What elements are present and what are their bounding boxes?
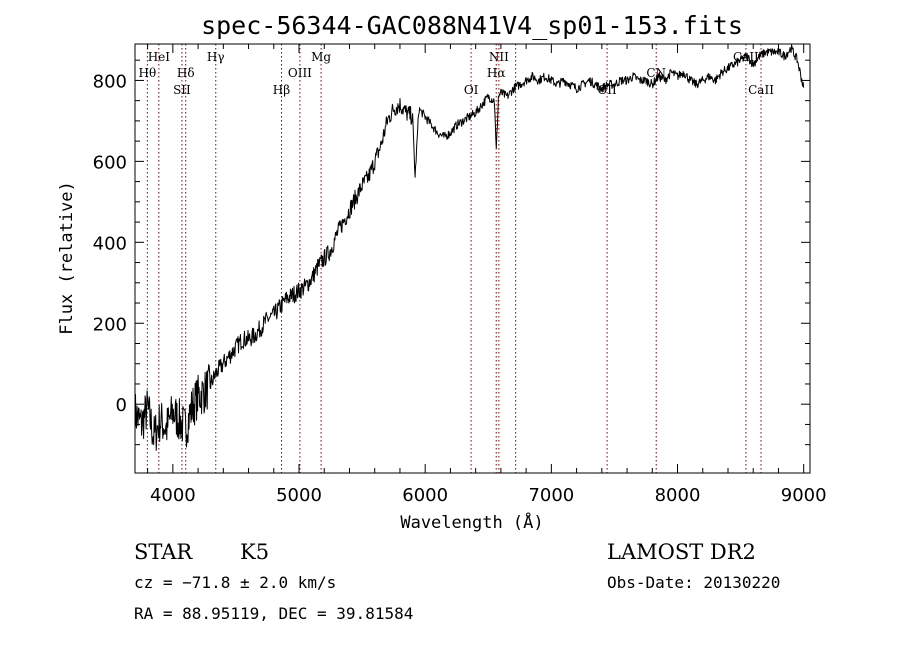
line-label: CaII	[748, 83, 774, 97]
line-label: OI	[464, 83, 479, 97]
spectrum-line	[134, 44, 805, 451]
line-label: Mg	[311, 50, 331, 64]
x-tick-label: 9000	[781, 485, 827, 506]
x-axis-label: Wavelength (Å)	[400, 511, 543, 533]
y-axis-ticks: 0 200 400 600 800	[93, 59, 810, 446]
redshift-cz: cz = −71.8 ± 2.0 km/s	[134, 573, 336, 592]
chart-title: spec-56344-GAC088N41V4_sp01-153.fits	[201, 11, 743, 40]
survey-name: LAMOST DR2	[607, 540, 756, 564]
plot-frame	[134, 43, 811, 474]
x-tick-label: 5000	[276, 485, 322, 506]
line-label: Hθ	[139, 66, 157, 80]
x-axis-ticks: 4000 5000 6000 7000 8000 9000	[147, 44, 827, 506]
observation-date: Obs-Date: 20130220	[607, 573, 780, 592]
line-label: NII	[489, 50, 509, 64]
x-tick-label: 7000	[528, 485, 574, 506]
object-subclass: K5	[240, 540, 269, 564]
line-label: Hβ	[273, 83, 290, 97]
line-label: Hγ	[207, 50, 225, 64]
object-class: STAR	[134, 540, 193, 564]
x-tick-label: 8000	[655, 485, 701, 506]
y-tick-label: 800	[93, 71, 127, 92]
coordinates: RA = 88.95119, DEC = 39.81584	[134, 604, 413, 623]
x-tick-label: 4000	[150, 485, 196, 506]
line-label: OIII	[288, 66, 312, 80]
y-tick-label: 200	[93, 314, 127, 335]
y-tick-label: 400	[93, 233, 127, 254]
line-label: SII	[173, 83, 191, 97]
y-tick-label: 600	[93, 152, 127, 173]
line-label: HeI	[148, 50, 171, 64]
line-label: Hα	[487, 66, 506, 80]
y-axis-label: Flux (relative)	[57, 181, 77, 335]
x-tick-label: 6000	[402, 485, 448, 506]
y-tick-label: 0	[116, 395, 127, 416]
line-markers	[146, 44, 762, 473]
line-label: Hδ	[177, 66, 195, 80]
